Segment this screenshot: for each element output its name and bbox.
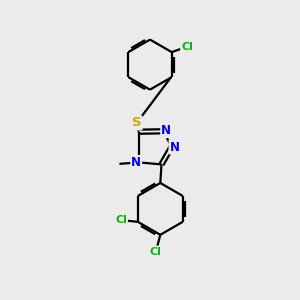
Text: Cl: Cl bbox=[181, 42, 193, 52]
Text: Cl: Cl bbox=[150, 247, 162, 256]
Text: S: S bbox=[132, 116, 142, 129]
Text: N: N bbox=[161, 124, 171, 137]
Text: N: N bbox=[169, 141, 179, 154]
Text: N: N bbox=[131, 156, 141, 169]
Text: Cl: Cl bbox=[115, 215, 127, 225]
